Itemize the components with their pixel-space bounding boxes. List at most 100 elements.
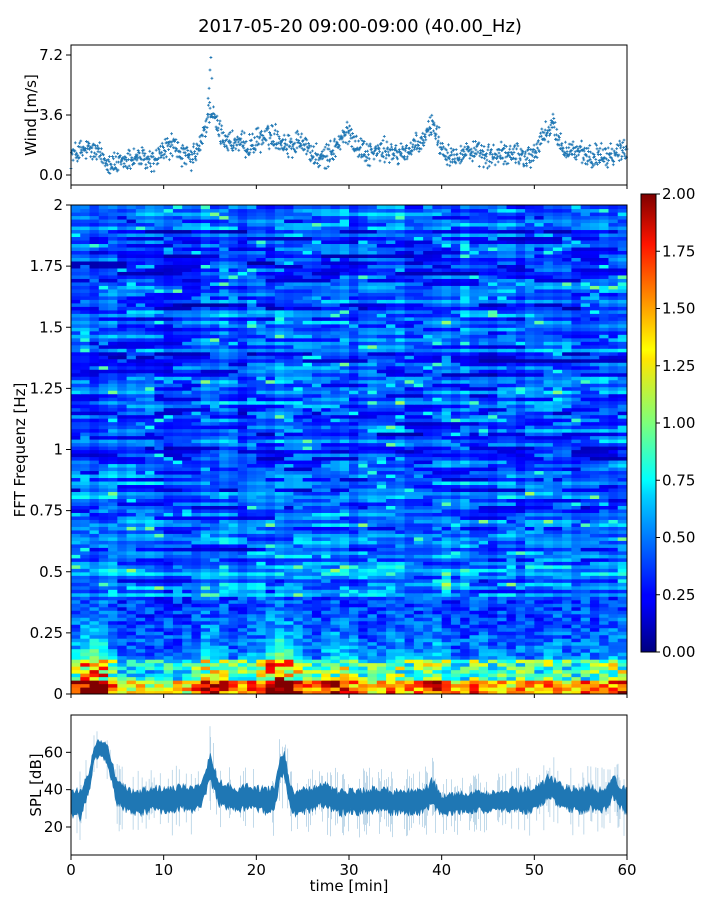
spectrogram-cell xyxy=(219,568,230,573)
spectrogram-cell xyxy=(525,603,535,608)
spectrogram-cell xyxy=(117,470,128,475)
spectrogram-cell xyxy=(311,533,322,538)
spectrogram-cell xyxy=(311,575,322,580)
spectrogram-cell xyxy=(163,659,174,664)
spectrogram-cell xyxy=(571,526,582,531)
spectrogram-cell xyxy=(247,631,257,636)
spectrogram-cell xyxy=(210,508,220,513)
spectrogram-cell xyxy=(274,536,285,541)
spectrogram-cell xyxy=(71,589,81,594)
spectrogram-cell xyxy=(478,435,489,440)
spectrogram-cell xyxy=(182,683,193,688)
spectrogram-cell xyxy=(182,484,193,489)
spectrogram-cell xyxy=(339,543,350,548)
spectrogram-cell xyxy=(256,690,267,694)
spectrogram-cell xyxy=(256,404,267,409)
spectrogram-cell xyxy=(432,519,443,524)
spectrogram-cell xyxy=(488,522,498,527)
spectrogram-cell xyxy=(191,533,202,538)
spectrogram-cell xyxy=(534,617,545,622)
spectrogram-cell xyxy=(386,610,396,615)
spectrogram-cell xyxy=(237,508,248,513)
spectrogram-cell xyxy=(599,606,610,611)
spectrogram-cell xyxy=(200,466,211,472)
spectrogram-cell xyxy=(293,536,304,541)
spectrogram-cell xyxy=(98,494,109,499)
spectrogram-cell xyxy=(191,687,202,692)
spectrogram-cell xyxy=(172,673,183,678)
spectrogram-cell xyxy=(108,683,118,688)
spectrogram-cell xyxy=(182,571,193,576)
spectrogram-cell xyxy=(515,606,526,611)
spectrogram-cell xyxy=(80,687,91,692)
spectrogram-cell xyxy=(488,414,498,419)
spectrogram-cell xyxy=(172,456,183,461)
spectrogram-cell xyxy=(200,673,211,678)
spectrogram-cell xyxy=(469,659,480,664)
spectrogram-cell xyxy=(80,407,91,412)
spectrogram-cell xyxy=(135,432,146,437)
spectrogram-cell xyxy=(376,414,387,419)
spectrogram-cell xyxy=(200,638,211,643)
spectrogram-cell xyxy=(367,446,378,451)
spectrogram-cell xyxy=(274,466,285,472)
spectrogram-cell xyxy=(182,627,193,632)
spectrogram-cell xyxy=(274,683,285,688)
spectrogram-cell xyxy=(552,435,563,440)
spectrogram-cell xyxy=(580,687,591,692)
spectrogram-cell xyxy=(497,473,508,479)
spectrogram-cell xyxy=(256,638,267,643)
spectrogram-cell xyxy=(376,501,387,506)
spectrogram-cell xyxy=(349,683,359,688)
spectrogram-cell xyxy=(562,519,572,524)
spectrogram-cell xyxy=(339,655,350,660)
spectrogram-cell xyxy=(413,652,424,657)
spectrogram-cell xyxy=(71,508,81,513)
spectrogram-cell xyxy=(432,470,443,475)
spectrogram-cell xyxy=(108,512,118,517)
spectrogram-cell xyxy=(247,557,257,562)
spectrogram-cell xyxy=(617,683,627,688)
spectrogram-cell xyxy=(413,592,424,597)
spectrogram-cell xyxy=(543,599,554,604)
spectrogram-cell xyxy=(247,480,257,486)
spectrogram-cell xyxy=(552,557,563,562)
spectrogram-cell xyxy=(293,533,304,538)
spectrogram-cell xyxy=(376,456,387,461)
spectrogram-cell xyxy=(145,547,155,552)
spectrogram-cell xyxy=(376,554,387,559)
spectrogram-cell xyxy=(172,439,183,444)
spectrogram-cell xyxy=(460,592,471,597)
spectrogram-cell xyxy=(413,659,424,664)
spectrogram-cell xyxy=(376,449,387,454)
spectrogram-cell xyxy=(247,617,257,622)
spectrogram-cell xyxy=(506,418,517,423)
spectrogram-cell xyxy=(154,666,165,671)
spectrogram-cell xyxy=(145,543,155,548)
spectrogram-cell xyxy=(608,543,619,548)
spectrogram-cell xyxy=(126,491,137,496)
spectrogram-cell xyxy=(321,659,332,664)
spectrogram-cell xyxy=(154,592,165,597)
spectrogram-cell xyxy=(386,442,396,447)
spectrogram-cell xyxy=(423,452,433,458)
spectrogram-cell xyxy=(358,466,369,472)
spectrogram-cell xyxy=(135,687,146,692)
spectrogram-cell xyxy=(349,599,359,604)
spectrogram-cell xyxy=(154,484,165,489)
spectrogram-cell xyxy=(367,687,378,692)
spectrogram-cell xyxy=(247,687,257,692)
spectrogram-cell xyxy=(293,404,304,409)
spectrogram-cell xyxy=(330,669,341,674)
spectrogram-cell xyxy=(163,515,174,520)
spectrogram-cell xyxy=(488,606,498,611)
spectrogram-cell xyxy=(580,564,591,569)
spectrogram-cell xyxy=(349,536,359,541)
spectrogram-cell xyxy=(126,533,137,538)
spectrogram-cell xyxy=(423,578,433,583)
spectrogram-cell xyxy=(302,638,313,643)
spectrogram-cell xyxy=(515,666,526,671)
spectrogram-cell xyxy=(358,484,369,489)
spectrogram-cell xyxy=(525,404,535,409)
spectrogram-cell xyxy=(172,404,183,409)
